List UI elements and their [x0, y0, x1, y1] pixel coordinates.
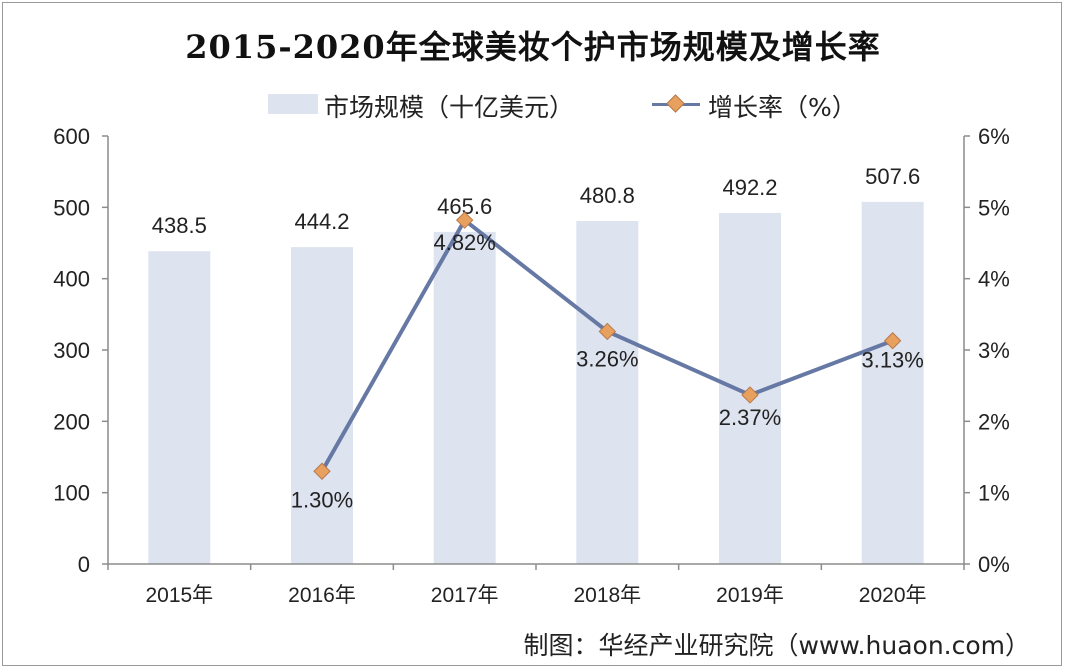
x-tick-label: 2015年	[145, 584, 213, 607]
y-left-tick-label: 600	[53, 124, 90, 149]
y-right-tick-label: 4%	[978, 267, 1010, 292]
bar-2015年	[148, 251, 211, 564]
bar-value-label: 444.2	[294, 209, 349, 234]
y-left-tick-label: 400	[53, 267, 90, 292]
chart-title: 2015-2020年全球美妆个护市场规模及增长率	[185, 28, 881, 66]
y-left-tick-label: 200	[53, 409, 90, 434]
bar-2018年	[576, 221, 639, 564]
y-left-tick-label: 0	[78, 552, 90, 577]
growth-rate-label: 1.30%	[291, 487, 353, 512]
legend-line-label: 增长率（%）	[708, 93, 857, 122]
y-right-tick-label: 3%	[978, 338, 1010, 363]
y-right-tick-label: 5%	[978, 195, 1010, 220]
y-right-tick-label: 6%	[978, 124, 1010, 149]
bar-2020年	[861, 201, 924, 565]
growth-rate-label: 3.13%	[861, 348, 923, 373]
x-tick-label: 2020年	[859, 584, 927, 607]
legend: 市场规模（十亿美元） 增长率（%）	[0, 86, 1066, 122]
bar-value-label: 507.6	[865, 164, 920, 189]
bar-value-label: 492.2	[722, 175, 777, 200]
y-right-tick-label: 1%	[978, 481, 1010, 506]
growth-rate-marker	[598, 322, 617, 341]
legend-bar-label: 市场规模（十亿美元）	[324, 93, 575, 122]
bar-value-label: 438.5	[152, 213, 207, 238]
growth-rate-marker	[455, 211, 474, 229]
bar-2016年	[291, 247, 353, 564]
x-tick-label: 2018年	[573, 584, 641, 607]
growth-rate-label: 3.26%	[576, 346, 638, 371]
growth-rate-marker	[883, 332, 902, 350]
growth-rate-marker	[313, 462, 331, 480]
bar-2017年	[433, 231, 496, 564]
growth-rate-label: 4.82%	[433, 230, 495, 255]
source-credit: 制图：华经产业研究院（www.huaon.com）	[523, 631, 1030, 660]
y-left-tick-label: 300	[53, 338, 90, 363]
y-right-tick-label: 0%	[978, 552, 1010, 577]
x-tick-label: 2017年	[431, 584, 499, 607]
legend-bar-swatch	[268, 94, 318, 114]
x-tick-label: 2016年	[288, 584, 356, 607]
y-right-tick-label: 2%	[978, 409, 1010, 434]
y-left-tick-label: 500	[53, 195, 90, 220]
x-tick-label: 2019年	[716, 584, 784, 607]
growth-rate-marker	[741, 386, 759, 404]
growth-rate-label: 2.37%	[719, 405, 781, 430]
bar-value-label: 480.8	[580, 183, 635, 208]
y-left-tick-label: 100	[53, 481, 90, 506]
